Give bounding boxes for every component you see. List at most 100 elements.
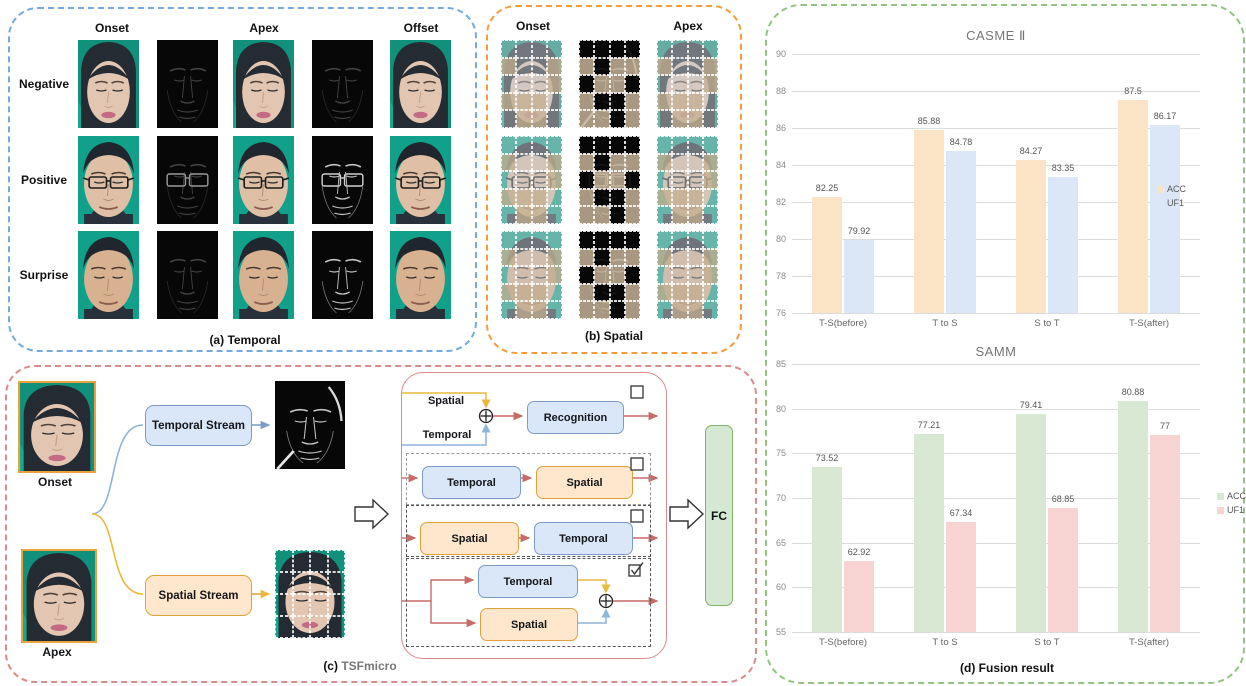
flow-lines-layer — [91, 420, 705, 599]
gridline — [792, 408, 1200, 410]
gridline — [792, 542, 1200, 544]
y-tick-label: 88 — [775, 86, 786, 96]
face-image — [157, 40, 218, 128]
spatial-stream-box: Spatial Stream — [145, 575, 252, 616]
option-checkbox[interactable] — [630, 509, 644, 523]
col-header-onset: Onset — [94, 21, 129, 35]
face-image — [501, 231, 562, 319]
patch-grid-overlay — [579, 136, 640, 224]
legend-swatch-uf1 — [1157, 200, 1164, 207]
panel-spatial: Onset Apex (b) Spatial — [486, 5, 742, 354]
fusion-options-container: Spatial Temporal Recognition Temporal Sp… — [401, 372, 667, 659]
bar-acc — [812, 197, 842, 313]
patch-grid-overlay — [501, 231, 562, 319]
gridline — [792, 276, 1200, 277]
face-image — [657, 136, 718, 224]
row-label-negative: Negative — [18, 77, 70, 91]
face-image — [657, 40, 718, 128]
bar-acc — [1016, 413, 1046, 632]
temporal-stream-box: Temporal Stream — [145, 405, 252, 446]
legend-label: ACC — [1167, 184, 1187, 194]
patch-grid-overlay — [579, 231, 640, 319]
bar-uf1 — [1048, 177, 1078, 313]
col-header-apex-b: Apex — [673, 19, 703, 33]
bar-value-label: 87.5 — [1124, 86, 1142, 97]
legend-label: UF1 — [1167, 198, 1185, 208]
bar-acc — [914, 130, 944, 313]
option-checkbox[interactable] — [630, 385, 644, 399]
face-image — [579, 40, 640, 128]
chart-title: SAMM — [975, 344, 1017, 359]
face-image — [233, 231, 294, 319]
y-tick-label: 76 — [775, 308, 786, 318]
face-image — [657, 231, 718, 319]
bar-value-label: 79.92 — [847, 226, 871, 237]
y-tick-label: 80 — [775, 403, 786, 414]
x-category-label: T to S — [932, 318, 958, 329]
row-label-positive: Positive — [20, 173, 68, 187]
bar-uf1 — [1150, 435, 1180, 632]
x-category-label: T-S(before) — [818, 318, 868, 329]
face-image — [157, 231, 218, 319]
legend-label: UF1 — [1227, 505, 1245, 515]
y-tick-label: 78 — [775, 271, 786, 281]
bar-uf1 — [946, 150, 976, 313]
bar-uf1 — [844, 240, 874, 313]
temporal-box: Temporal — [422, 466, 521, 499]
bar-value-label: 73.52 — [815, 452, 839, 463]
option-checkbox[interactable] — [630, 457, 644, 471]
col-header-onset-b: Onset — [515, 19, 550, 33]
bar-value-label: 84.27 — [1019, 146, 1043, 156]
panel-tsfmicro: Onset Apex Temporal Stream Spatial Strea… — [5, 365, 757, 683]
spatial-feature-image — [275, 550, 345, 638]
face-image — [390, 40, 451, 128]
temporal-feature-image — [275, 381, 345, 469]
y-tick-label: 84 — [775, 160, 786, 170]
fusion-lines-layer — [402, 392, 659, 628]
bar-acc — [1016, 160, 1046, 313]
face-image — [579, 231, 640, 319]
apex-label: Apex — [42, 645, 72, 659]
gridline — [792, 587, 1200, 589]
patch-grid-overlay — [579, 40, 640, 128]
bar-uf1 — [1048, 508, 1078, 632]
option-checkbox[interactable] — [628, 561, 644, 577]
gridline — [792, 632, 1200, 633]
caption-name: TSFmicro — [341, 659, 397, 673]
gridline — [792, 165, 1200, 166]
face-image — [157, 136, 218, 224]
face-image — [312, 136, 373, 224]
onset-photo — [18, 381, 96, 473]
patch-grid-overlay — [657, 231, 718, 319]
spatial-box: Spatial — [420, 522, 519, 555]
bar-value-label: 82.25 — [815, 183, 839, 194]
x-category-label: S to T — [1034, 637, 1060, 648]
bar-value-label: 77.21 — [917, 419, 941, 430]
gridline — [792, 91, 1200, 92]
fork-curve-temporal — [91, 424, 144, 515]
recognition-box: Recognition — [527, 401, 624, 434]
legend-swatch-uf1 — [1217, 507, 1224, 514]
bar-acc — [1118, 400, 1148, 632]
y-tick-label: 75 — [775, 448, 786, 459]
face-image — [390, 136, 451, 224]
face-image — [78, 40, 139, 128]
bar-value-label: 79.41 — [1019, 399, 1043, 410]
gridline — [792, 364, 1200, 365]
face-image — [233, 40, 294, 128]
bar-uf1 — [946, 521, 976, 632]
patch-grid-overlay — [501, 40, 562, 128]
patch-grid-overlay — [657, 136, 718, 224]
bar-uf1 — [844, 561, 874, 632]
col-header-apex: Apex — [249, 21, 279, 35]
x-category-label: T to S — [932, 637, 958, 648]
face-image — [501, 40, 562, 128]
face-image — [78, 136, 139, 224]
y-tick-label: 60 — [775, 582, 786, 593]
gridline — [792, 128, 1200, 129]
spatial-box: Spatial — [480, 608, 578, 641]
caption-prefix: (c) — [323, 659, 338, 673]
col-header-offset: Offset — [403, 21, 439, 35]
patch-grid-overlay — [657, 40, 718, 128]
panel-temporal: Onset Apex Offset Negative Positive Surp… — [8, 7, 477, 352]
